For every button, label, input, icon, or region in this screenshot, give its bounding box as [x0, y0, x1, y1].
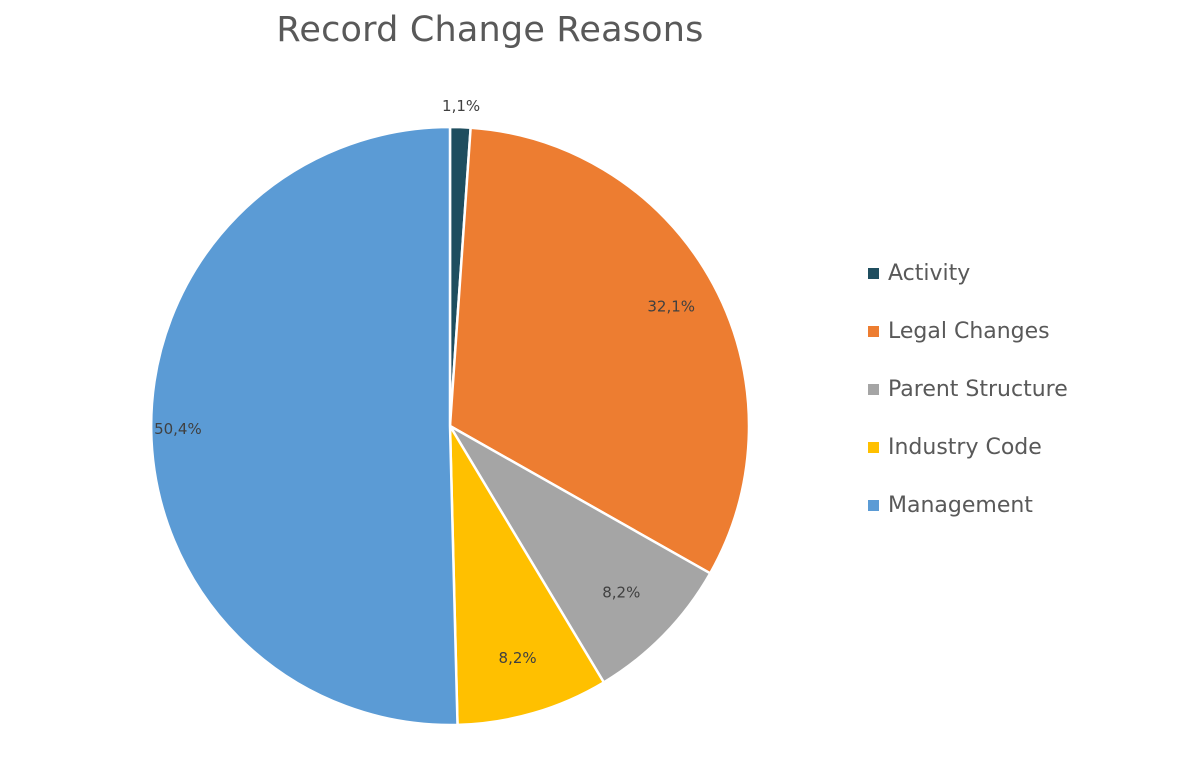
- legend-label-industry-code: Industry Code: [888, 434, 1042, 460]
- chart-title: Record Change Reasons: [276, 10, 704, 50]
- data-label-legal-changes: 32,1%: [647, 298, 695, 316]
- legend-label-parent-structure: Parent Structure: [888, 376, 1068, 402]
- legend-item-parent-structure: Parent Structure: [868, 360, 1068, 418]
- legend-swatch-activity: [868, 267, 879, 279]
- legend-swatch-parent-structure: [868, 383, 879, 395]
- legend-item-activity: Activity: [868, 244, 1068, 302]
- legend-item-management: Management: [868, 476, 1068, 534]
- pie-slice-industry-code: [448, 424, 606, 727]
- data-label-parent-structure: 8,2%: [602, 584, 640, 602]
- legend-swatch-management: [868, 499, 879, 511]
- pie-slice-management: [149, 125, 459, 727]
- legend-label-activity: Activity: [888, 260, 971, 286]
- data-label-industry-code: 8,2%: [499, 649, 537, 667]
- legend: Activity Legal Changes Parent Structure …: [868, 244, 1068, 534]
- legend-label-legal-changes: Legal Changes: [888, 318, 1050, 344]
- data-label-activity: 1,1%: [442, 97, 480, 115]
- legend-swatch-legal-changes: [868, 325, 879, 337]
- data-label-management: 50,4%: [154, 420, 202, 438]
- legend-item-industry-code: Industry Code: [868, 418, 1068, 476]
- pie-slice-parent-structure: [448, 424, 712, 684]
- legend-swatch-industry-code: [868, 441, 879, 453]
- legend-label-management: Management: [888, 492, 1033, 518]
- pie-slice-legal-changes: [448, 126, 751, 575]
- legend-item-legal-changes: Legal Changes: [868, 302, 1068, 360]
